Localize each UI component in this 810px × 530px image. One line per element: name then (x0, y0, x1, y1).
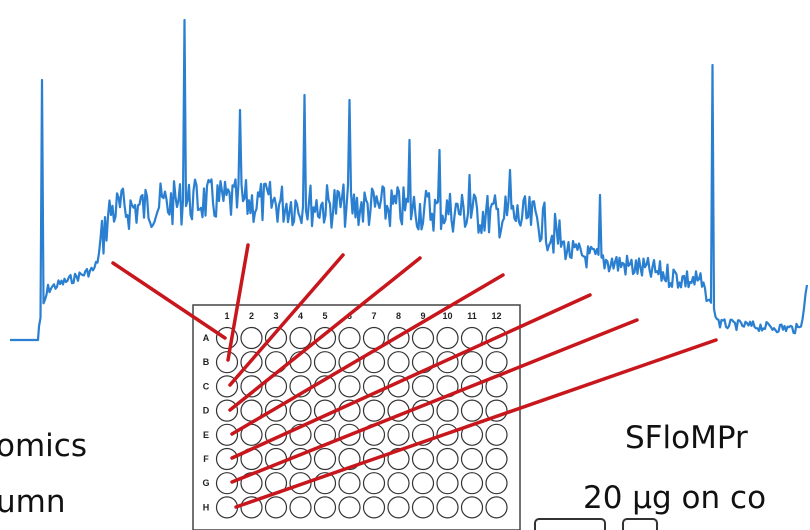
well (485, 447, 508, 471)
column-label: 11 (467, 311, 477, 321)
text: umn (0, 484, 66, 520)
column-label: 4 (298, 311, 303, 321)
row-label: G (202, 478, 209, 488)
row-label: A (203, 333, 210, 343)
fraction-line (111, 261, 227, 340)
well (411, 447, 435, 471)
well (313, 496, 337, 519)
column-label: 3 (273, 311, 278, 321)
fraction-line (230, 293, 592, 460)
column-label: 2 (249, 311, 254, 321)
well (289, 399, 312, 422)
row-label: D (203, 406, 210, 416)
well (411, 375, 435, 398)
well (264, 326, 288, 350)
well (240, 326, 263, 350)
fraction-line (234, 338, 718, 509)
well (485, 423, 508, 446)
well (264, 375, 288, 398)
row-label: B (203, 357, 210, 367)
well (485, 496, 508, 519)
column-label: 12 (491, 311, 501, 321)
well (338, 496, 361, 519)
text: 20 µg on co (583, 480, 766, 516)
well (436, 472, 459, 495)
fraction-line (230, 273, 505, 436)
well (313, 447, 337, 471)
row-label: E (203, 430, 209, 440)
text: SFloMPr (625, 420, 748, 456)
fraction-line (228, 253, 345, 387)
chromatogram-trace (10, 18, 809, 342)
box (622, 518, 658, 530)
well (460, 351, 484, 374)
well (485, 472, 508, 495)
well (215, 447, 239, 471)
well (313, 326, 337, 350)
row-label: F (203, 454, 209, 464)
well (338, 472, 361, 495)
well (460, 496, 484, 519)
row-label: H (203, 502, 210, 512)
well (387, 496, 410, 519)
text: omics (0, 428, 87, 464)
well (362, 399, 386, 422)
well (362, 472, 386, 495)
column-label: 7 (371, 311, 376, 321)
well (215, 399, 239, 422)
well (362, 496, 386, 519)
wells: 123456789101112ABCDEFGH (202, 311, 508, 519)
well (460, 399, 484, 422)
well (387, 472, 410, 495)
well (460, 447, 484, 471)
well (485, 351, 508, 374)
well (215, 351, 239, 374)
column-label: 9 (420, 311, 425, 321)
well (338, 375, 361, 398)
well (436, 326, 459, 350)
fraction-line (226, 243, 250, 362)
well (215, 423, 239, 446)
well (411, 472, 435, 495)
well (411, 496, 435, 519)
well (387, 423, 410, 446)
well (264, 496, 288, 519)
well (436, 447, 459, 471)
well (215, 472, 239, 495)
box (534, 518, 606, 530)
well (313, 351, 337, 374)
row-label: C (203, 381, 210, 391)
column-label: 5 (322, 311, 327, 321)
well (362, 326, 386, 350)
well (436, 399, 459, 422)
well (411, 326, 435, 350)
column-label: 10 (442, 311, 452, 321)
well (387, 351, 410, 374)
well (289, 496, 312, 519)
well (338, 326, 361, 350)
well (460, 472, 484, 495)
fraction-line (230, 318, 639, 484)
well (289, 326, 312, 350)
well (436, 496, 459, 519)
fraction-lines (111, 243, 718, 509)
fraction-line (228, 256, 422, 412)
column-label: 1 (224, 311, 229, 321)
column-label: 8 (396, 311, 401, 321)
